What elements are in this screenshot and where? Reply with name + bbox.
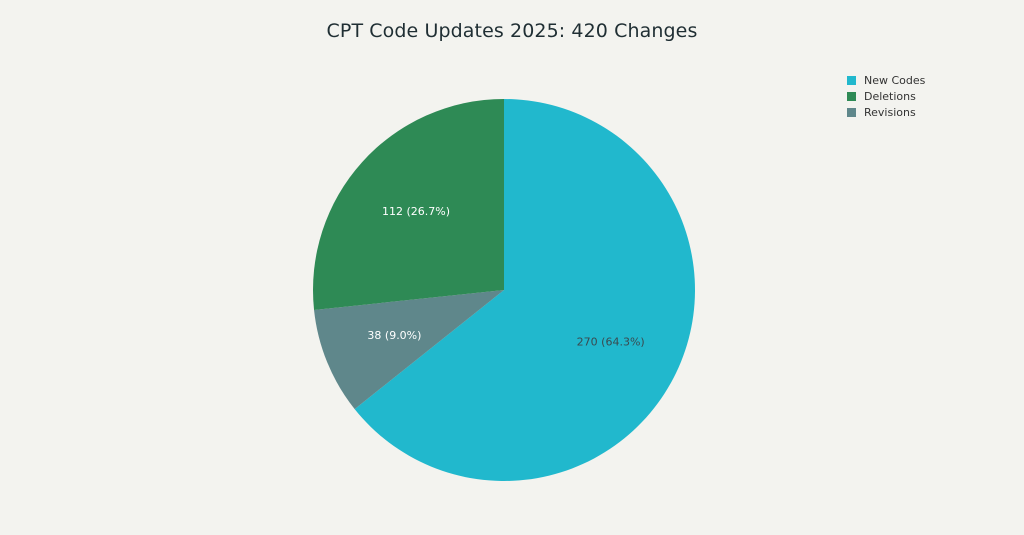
chart-title: CPT Code Updates 2025: 420 Changes xyxy=(326,20,698,42)
pie-slice-new-codes[interactable] xyxy=(354,99,695,481)
legend-label-new-codes: New Codes xyxy=(864,73,926,87)
legend-item-deletions[interactable]: Deletions xyxy=(847,88,925,104)
legend-label-revisions: Revisions xyxy=(864,105,916,119)
slice-label-new-codes: 270 (64.3%) xyxy=(577,335,645,348)
legend-swatch-new-codes xyxy=(847,75,856,85)
slice-label-deletions: 112 (26.7%) xyxy=(382,205,450,218)
pie-slice-revisions[interactable] xyxy=(314,290,504,410)
legend-swatch-revisions xyxy=(847,107,856,117)
legend-label-deletions: Deletions xyxy=(864,89,916,103)
legend-item-revisions[interactable]: Revisions xyxy=(847,104,925,120)
legend-swatch-deletions xyxy=(847,91,856,101)
pie-slice-deletions[interactable] xyxy=(313,99,504,310)
slice-label-revisions: 38 (9.0%) xyxy=(367,329,421,342)
legend-item-new-codes[interactable]: New Codes xyxy=(847,72,925,88)
legend: New Codes Deletions Revisions xyxy=(847,72,925,120)
